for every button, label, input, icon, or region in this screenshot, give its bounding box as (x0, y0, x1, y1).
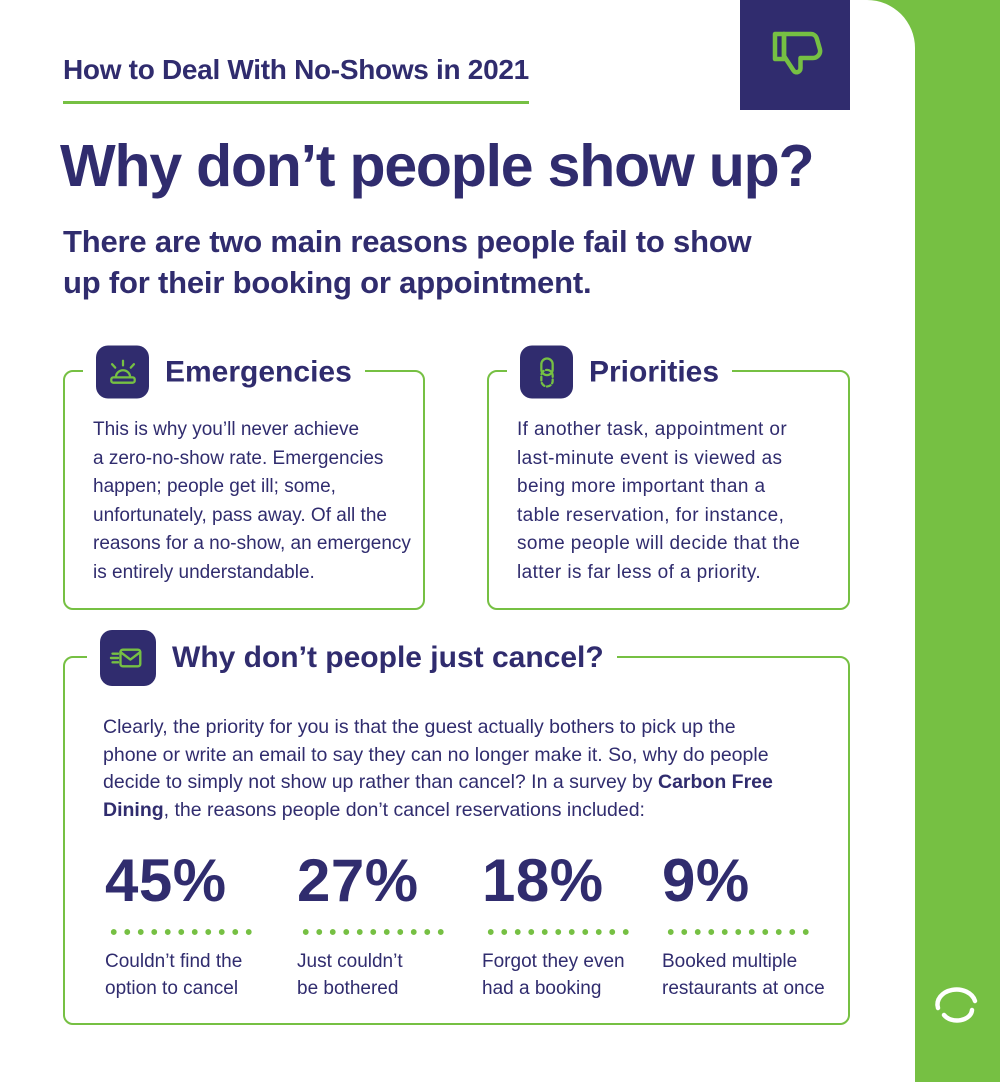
page-subtitle: There are two main reasons people fail t… (63, 224, 752, 300)
cancel-body-bold: Carbon Free Dining (103, 771, 773, 821)
stat-couldnt-be-bothered: 27% Just couldn’t be bothered (297, 846, 482, 1002)
envelope-send-icon (100, 630, 156, 686)
cancel-body: Clearly, the priority for you is that th… (65, 658, 848, 824)
emergencies-title: Emergencies (165, 355, 352, 388)
kicker: How to Deal With No-Shows in 2021 (63, 54, 529, 104)
cancel-card: Why don’t people just cancel? Clearly, t… (63, 630, 850, 1025)
stat-forgot-booking: 18% Forgot they even had a booking (482, 846, 662, 1002)
emergencies-card: Emergencies This is why you’ll never ach… (63, 345, 425, 610)
brand-swoosh-logo (929, 976, 985, 1032)
stat-value: 27% (297, 847, 419, 914)
dotted-divider (484, 928, 634, 936)
thumbs-down-icon (763, 23, 827, 87)
priorities-title: Priorities (589, 355, 720, 388)
cancel-card-header: Why don’t people just cancel? (87, 630, 617, 686)
dotted-divider (299, 928, 449, 936)
priorities-card-header: Priorities (507, 345, 733, 399)
emergencies-body: This is why you’ll never achieve a zero-… (93, 419, 411, 583)
cancel-title: Why don’t people just cancel? (172, 641, 604, 674)
cancel-body-text-after: , the reasons people don’t cancel reserv… (163, 798, 645, 821)
thumbs-down-badge (740, 0, 850, 110)
chain-link-icon (520, 345, 573, 399)
dotted-divider (107, 928, 257, 936)
page-title: Why don’t people show up? (60, 133, 815, 199)
stat-label: Just couldn’t be bothered (297, 951, 403, 999)
stats-row: 45% Couldn’t find the option to cancel 2… (65, 824, 848, 1002)
stat-label: Booked multiple restaurants at once (662, 951, 825, 999)
stat-label: Couldn’t find the option to cancel (105, 951, 243, 999)
cancel-body-text: Clearly, the priority for you is that th… (103, 716, 769, 793)
priorities-card: Priorities If another task, appointment … (487, 345, 850, 610)
stat-value: 45% (105, 847, 227, 914)
priorities-body: If another task, appointment or last-min… (517, 419, 801, 583)
stat-value: 9% (662, 847, 750, 914)
dotted-divider (664, 928, 814, 936)
stat-couldnt-find-option: 45% Couldn’t find the option to cancel (105, 846, 297, 1002)
stat-label: Forgot they even had a booking (482, 951, 625, 999)
siren-icon (96, 345, 149, 399)
emergencies-card-header: Emergencies (83, 345, 365, 399)
stat-value: 18% (482, 847, 604, 914)
stat-booked-multiple: 9% Booked multiple restaurants at once (662, 846, 848, 1002)
